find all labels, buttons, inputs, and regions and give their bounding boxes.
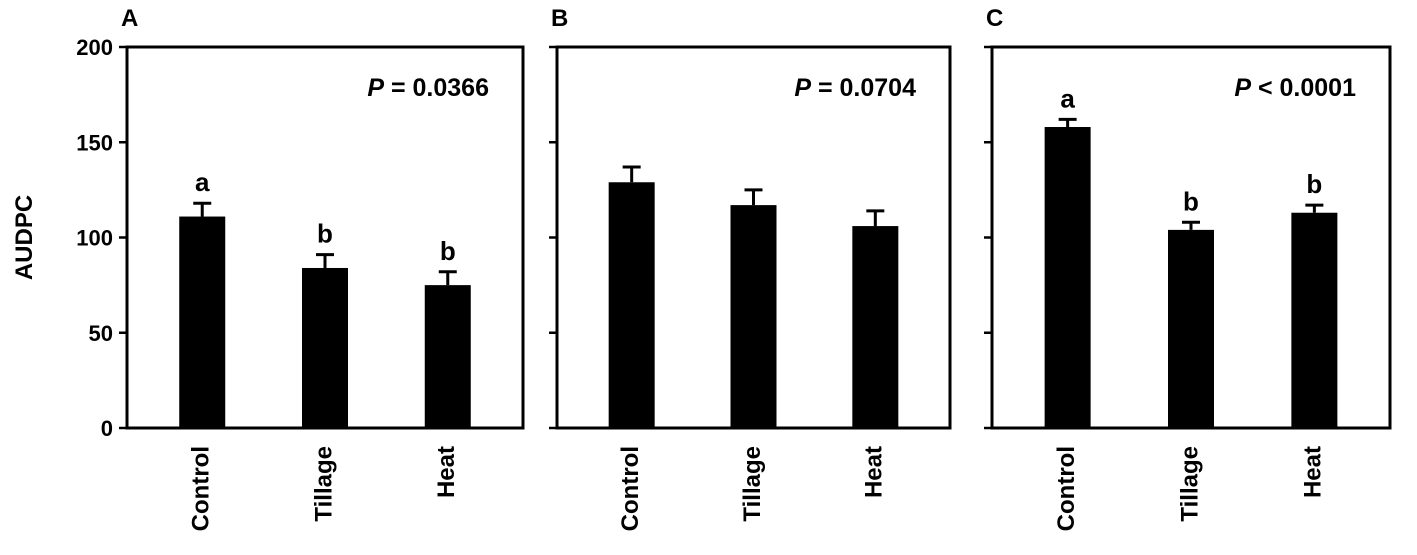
y-tick-label: 200: [76, 35, 113, 60]
p-symbol: P: [794, 74, 811, 102]
category-label: Control: [617, 446, 644, 531]
p-symbol: P: [367, 74, 384, 102]
bar: [608, 182, 655, 428]
category-label: Tillage: [1176, 446, 1203, 522]
p-value-text: = 0.0704: [811, 74, 916, 102]
category-label: Tillage: [310, 446, 337, 522]
significance-label: a: [195, 167, 210, 197]
panel-a: A 0 50 100 150 200 P = 0.0366 a Control b Tillage b…: [76, 5, 525, 531]
p-value-text: = 0.0366: [384, 74, 489, 102]
significance-label: b: [1306, 169, 1322, 199]
panel-letter: A: [121, 5, 138, 32]
p-value: P < 0.0001: [1234, 74, 1356, 102]
p-value: P = 0.0704: [794, 74, 916, 102]
bar: [302, 267, 348, 428]
panel-letter: B: [551, 5, 568, 32]
y-tick-label: 100: [76, 226, 113, 251]
bar: [852, 226, 899, 428]
bar: [730, 205, 777, 428]
bar: [1044, 127, 1091, 428]
category-label: Control: [188, 446, 215, 531]
significance-label: b: [440, 236, 456, 266]
significance-label: b: [1183, 186, 1199, 216]
significance-label: b: [317, 219, 333, 249]
panel-b: B P = 0.0704 Control Tillage Heat: [549, 5, 952, 531]
category-label: Tillage: [739, 446, 766, 522]
bar: [179, 216, 226, 428]
y-tick-label: 50: [89, 321, 113, 346]
bar: [1291, 212, 1338, 428]
category-label: Heat: [433, 446, 460, 498]
panel-letter: C: [986, 5, 1003, 32]
bar: [1168, 229, 1214, 428]
bar: [424, 285, 471, 428]
significance-label: a: [1060, 83, 1075, 113]
p-value-text: < 0.0001: [1251, 74, 1356, 102]
panel-c: C P < 0.0001 a Control b Tillage b Heat: [984, 5, 1392, 531]
p-symbol: P: [1234, 74, 1251, 102]
category-label: Heat: [861, 446, 888, 498]
y-tick-label: 0: [101, 416, 113, 441]
p-value: P = 0.0366: [367, 74, 489, 102]
y-axis-label: AUDPC: [11, 195, 38, 280]
y-tick-label: 150: [76, 130, 113, 155]
category-label: Control: [1053, 446, 1080, 531]
category-label: Heat: [1300, 446, 1327, 498]
